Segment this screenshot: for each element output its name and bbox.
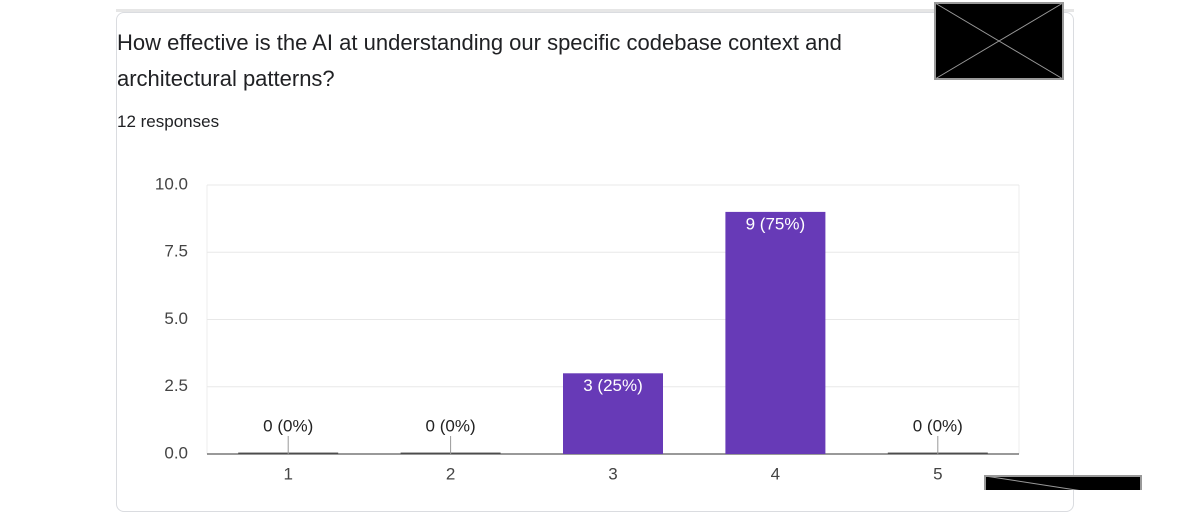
x-tick-label: 5 — [933, 464, 942, 483]
bar — [725, 211, 826, 454]
image-placeholder — [934, 2, 1064, 80]
data-label: 0 (0%) — [913, 416, 963, 435]
chart: 0.0 2.5 5.0 7.5 10.0 1 0 (0%) 2 0 (0%) 3 3 (25%) 4 9… — [155, 2, 1142, 490]
x-tick-label: 2 — [446, 464, 455, 483]
data-label: 0 (0%) — [263, 416, 313, 435]
x-tick-label: 3 — [608, 464, 617, 483]
x-tick-label: 1 — [283, 464, 292, 483]
y-tick-label: 2.5 — [164, 376, 188, 395]
x-tick-label: 4 — [771, 464, 780, 483]
image-placeholder — [984, 475, 1142, 490]
data-label: 9 (75%) — [746, 214, 806, 233]
y-tick-label: 5.0 — [164, 309, 188, 328]
y-tick-label: 7.5 — [164, 242, 188, 261]
bar — [563, 373, 663, 454]
y-tick-label: 10.0 — [155, 174, 188, 193]
y-tick-label: 0.0 — [164, 443, 188, 462]
response-count: 12 responses — [117, 112, 220, 131]
page: {"chart_data": {"type": "bar", "title": … — [116, 2, 1142, 512]
data-label: 3 (25%) — [583, 376, 643, 395]
question-title: How effective is the AI at understanding… — [117, 30, 842, 91]
data-label: 0 (0%) — [426, 416, 476, 435]
card-top-border — [116, 9, 1074, 12]
